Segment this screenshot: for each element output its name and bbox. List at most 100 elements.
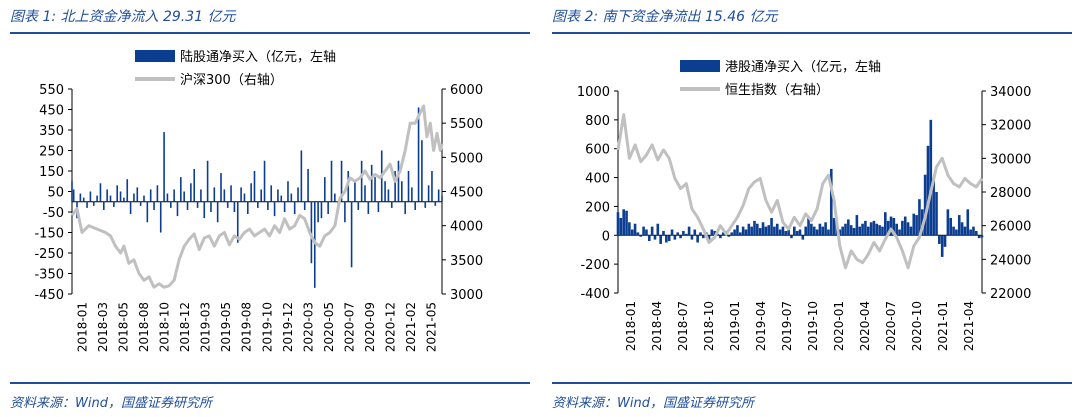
bar: [387, 189, 390, 202]
bar: [912, 213, 916, 236]
bar: [645, 229, 648, 236]
y-right-tick-label: 34000: [990, 85, 1031, 100]
bar: [795, 230, 799, 236]
bar: [79, 193, 82, 202]
bar: [764, 226, 768, 236]
bar: [812, 226, 816, 236]
bar: [758, 228, 762, 236]
y-left-tick-label: 400: [585, 172, 610, 187]
bar: [642, 226, 645, 236]
x-tick-label: 2020-09: [363, 302, 377, 352]
bar: [804, 226, 807, 236]
bar: [404, 201, 406, 215]
bar: [946, 209, 950, 236]
bar: [935, 192, 938, 236]
bar: [173, 189, 175, 202]
bar: [926, 145, 930, 236]
bar: [270, 185, 273, 202]
bar: [193, 168, 196, 202]
x-tick-label: 2018-01: [75, 302, 89, 352]
index-line: [70, 104, 444, 289]
bar: [741, 226, 745, 236]
y-right-tick-label: 5500: [450, 117, 483, 132]
bar: [784, 230, 788, 236]
bar: [334, 193, 336, 202]
bar: [696, 235, 699, 243]
bar: [687, 226, 691, 236]
bar: [821, 226, 825, 236]
bar: [676, 232, 680, 236]
x-tick-label: 2019-05: [219, 302, 233, 352]
bar: [923, 174, 927, 236]
y-right-tick-label: 3500: [450, 254, 483, 269]
bar: [662, 230, 665, 236]
legend-bar-label: 港股通净买入（亿元，左轴: [725, 60, 881, 75]
bar: [374, 177, 376, 202]
bar: [827, 229, 830, 236]
bar: [955, 229, 958, 236]
x-tick-label: 2019-12: [281, 302, 295, 352]
x-tick-label: 2018-07: [676, 301, 690, 351]
x-tick-label: 2020-04: [858, 301, 872, 351]
bar: [96, 195, 98, 202]
x-tick-label: 2019-04: [754, 301, 768, 351]
bar: [713, 230, 716, 236]
x-tick-label: 2019-10: [806, 301, 820, 351]
bar: [250, 183, 252, 202]
bar: [260, 189, 262, 202]
bar: [659, 235, 662, 244]
bar: [903, 216, 907, 236]
bar: [159, 201, 162, 233]
bar: [407, 171, 410, 202]
bar: [180, 177, 182, 202]
bar: [163, 132, 165, 202]
bar: [622, 209, 625, 236]
bar: [421, 140, 423, 202]
y-left-tick-label: 250: [39, 145, 64, 160]
x-tick-label: 2018-01: [624, 301, 638, 351]
title-rule: [552, 32, 1072, 34]
bar: [103, 201, 105, 210]
bar: [975, 230, 978, 236]
bar: [892, 217, 896, 236]
x-tick-label: 2020-01: [832, 301, 846, 351]
bar: [682, 230, 685, 236]
x-tick-label: 2019-10: [260, 302, 274, 352]
bar: [818, 223, 822, 236]
bar: [146, 201, 149, 223]
bar: [807, 217, 810, 236]
x-tick-label: 2018-03: [96, 302, 110, 352]
bar: [176, 201, 179, 217]
bar: [169, 201, 172, 208]
source-note: 资料来源：Wind，国盛证券研究所: [10, 396, 212, 411]
bar: [233, 201, 236, 212]
bar: [350, 201, 353, 268]
bar: [257, 201, 259, 208]
bar: [280, 195, 283, 202]
bar: [434, 201, 437, 206]
northbound-chart: 550 450 350 250 150 50 -50 -150 -250 -350 -450 6000…: [34, 49, 483, 352]
bar: [727, 235, 731, 237]
bar: [963, 226, 967, 236]
bar: [929, 119, 933, 236]
bar: [849, 225, 853, 236]
bar: [798, 229, 802, 236]
y-left-tick-label: 1000: [577, 85, 610, 100]
bar: [230, 185, 232, 202]
bar: [327, 201, 329, 215]
x-tick-label: 2018-10: [158, 302, 172, 352]
bar: [872, 220, 876, 236]
bar: [943, 235, 947, 247]
bar: [960, 222, 964, 236]
bar: [665, 235, 668, 243]
bar: [186, 201, 189, 210]
y-left-tick-label: 350: [39, 124, 64, 139]
bar: [679, 235, 682, 239]
y-right-tick-label: 4000: [450, 220, 483, 235]
bar: [881, 226, 884, 236]
bar: [86, 201, 88, 208]
legend-bar-label: 陆股通净买入（亿元，左轴: [180, 49, 336, 65]
chart-title: 图表 1: 北上资金净流入 29.31 亿元: [10, 9, 236, 25]
bar: [878, 225, 881, 236]
y-left-tick-label: -400: [580, 287, 610, 302]
